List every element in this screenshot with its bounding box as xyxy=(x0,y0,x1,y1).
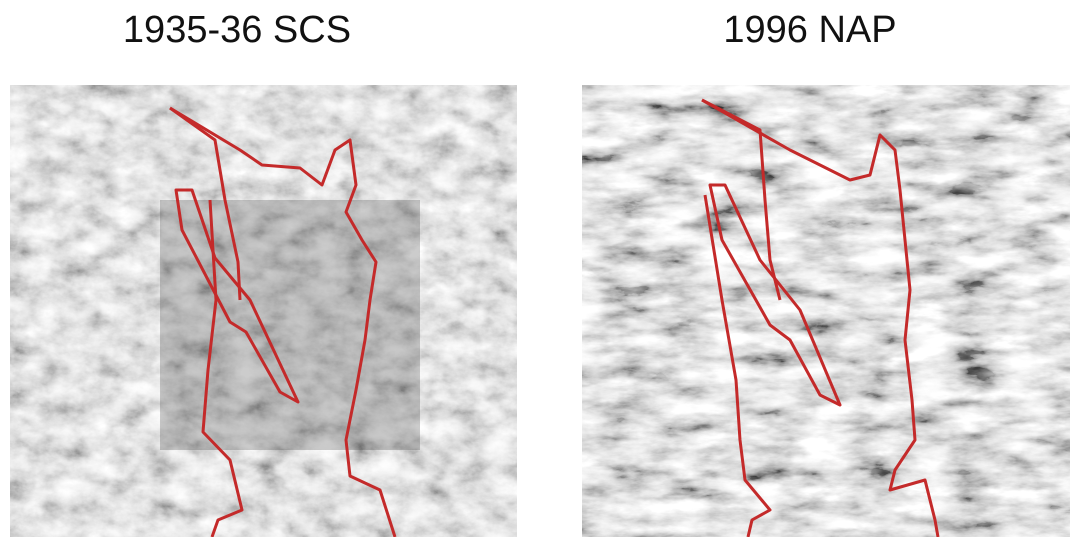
shade xyxy=(160,200,420,450)
figure: 1935-36 SCS 1996 NAP xyxy=(0,0,1070,537)
photo-left xyxy=(10,85,517,537)
page: 1935-36 SCS 1996 NAP (() => { const data… xyxy=(0,0,1070,537)
panel-title: 1935-36 SCS xyxy=(123,9,351,51)
aerial-photo xyxy=(582,85,1070,537)
photo-right xyxy=(582,85,1070,537)
panel-title: 1996 NAP xyxy=(723,9,896,51)
